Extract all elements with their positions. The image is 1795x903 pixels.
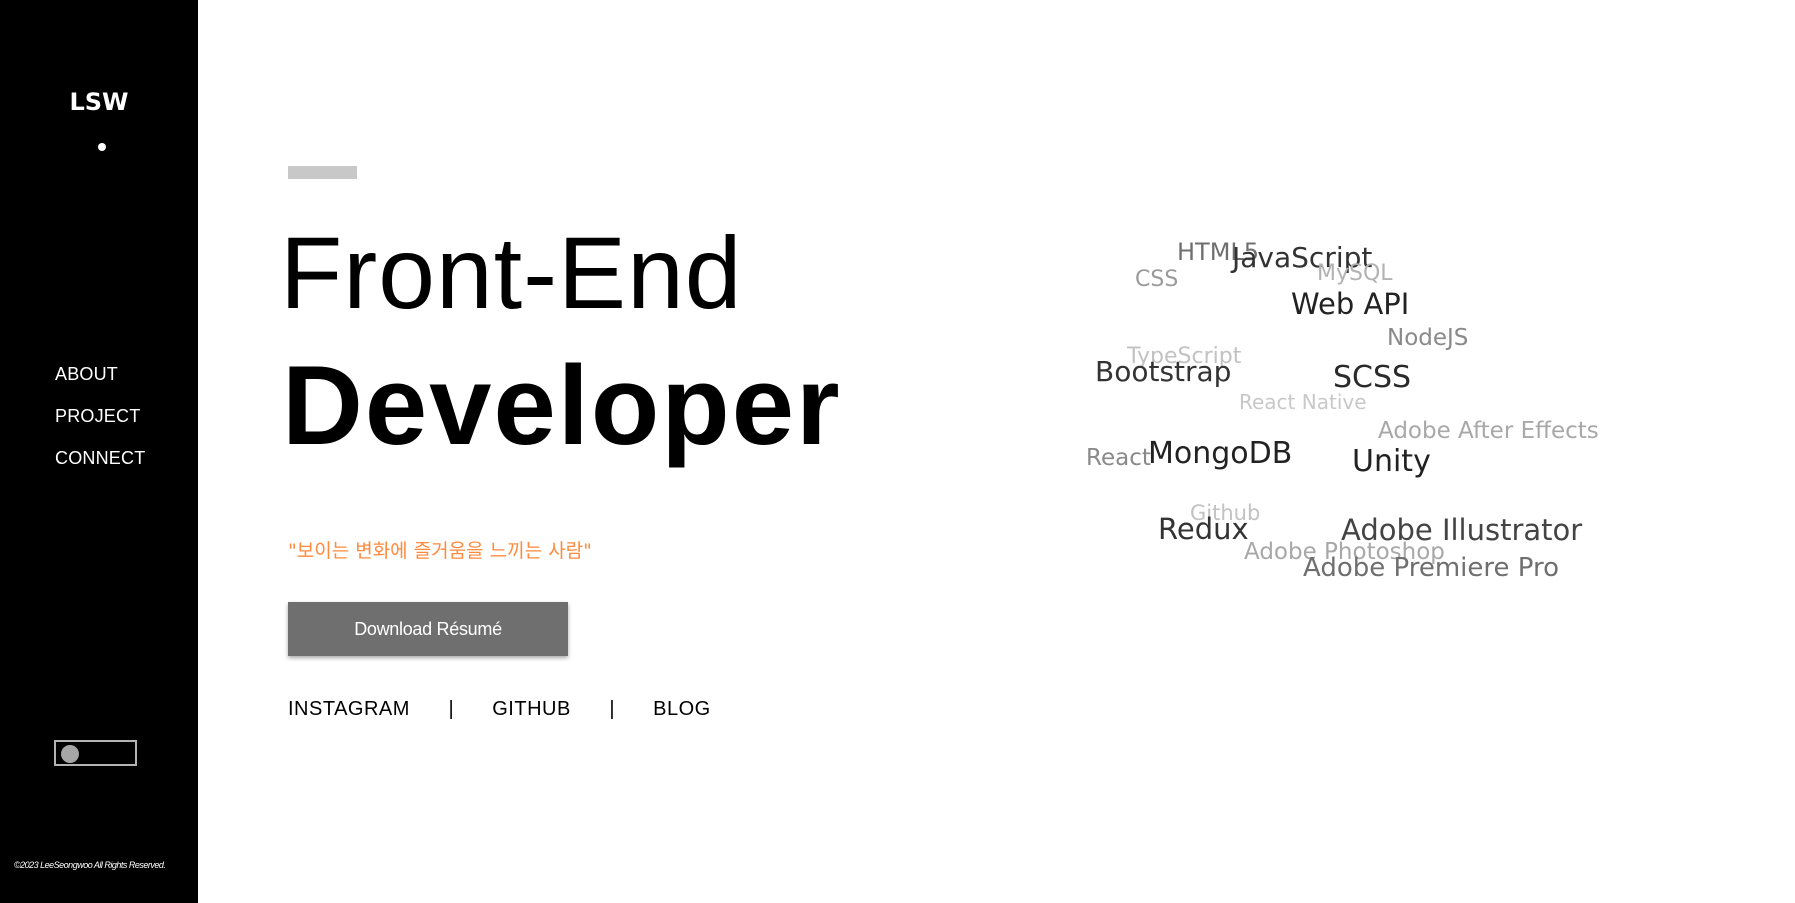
copyright: ©2023 LeeSeongwoo All Rights Reserved. <box>14 860 166 870</box>
theme-toggle[interactable] <box>54 740 137 766</box>
sidebar-nav: ABOUT PROJECT CONNECT <box>55 364 145 490</box>
social-links: INSTAGRAM | GITHUB | BLOG <box>288 698 711 721</box>
logo[interactable]: LSW <box>69 88 129 116</box>
nav-item-project[interactable]: PROJECT <box>55 406 141 426</box>
skill-word: Unity <box>1352 444 1431 479</box>
blog-link[interactable]: BLOG <box>653 698 711 720</box>
logo-dot <box>98 143 106 151</box>
nav-item-connect[interactable]: CONNECT <box>55 448 146 468</box>
toggle-knob <box>61 745 79 763</box>
skill-word: Web API <box>1291 287 1410 321</box>
hero-title-line1: Front-End <box>280 216 743 330</box>
skill-word: Redux <box>1158 512 1249 546</box>
sidebar: LSW ABOUT PROJECT CONNECT ©2023 LeeSeong… <box>0 0 198 903</box>
skill-word: MySQL <box>1317 261 1393 286</box>
github-link[interactable]: GITHUB <box>492 698 571 720</box>
skill-word: CSS <box>1135 267 1179 292</box>
skill-word: Adobe Photoshop <box>1244 539 1445 565</box>
social-separator: | <box>448 698 454 720</box>
skill-word: Adobe Premiere Pro <box>1303 553 1560 583</box>
instagram-link[interactable]: INSTAGRAM <box>288 698 410 720</box>
skill-word: TypeScript <box>1127 344 1242 369</box>
skill-word: Adobe After Effects <box>1378 418 1599 444</box>
skill-word: Adobe Illustrator <box>1341 513 1583 547</box>
skill-word: Github <box>1190 501 1261 525</box>
skill-word: React <box>1086 445 1151 471</box>
nav-item-about[interactable]: ABOUT <box>55 364 119 384</box>
accent-bar <box>288 166 357 179</box>
skill-word: JavaScript <box>1232 241 1373 274</box>
skill-word: SCSS <box>1333 360 1412 395</box>
skill-word: HTML5 <box>1177 238 1260 266</box>
skill-word: NodeJS <box>1387 325 1469 351</box>
skill-word: React Native <box>1239 390 1367 414</box>
hero-quote: "보이는 변화에 즐거움을 느끼는 사람" <box>288 540 592 562</box>
skill-word: MongoDB <box>1148 436 1293 471</box>
skill-word: Bootstrap <box>1095 355 1232 388</box>
social-separator: | <box>609 698 615 720</box>
hero-title-line2: Developer <box>282 343 842 468</box>
download-resume-button[interactable]: Download Résumé <box>288 602 568 656</box>
